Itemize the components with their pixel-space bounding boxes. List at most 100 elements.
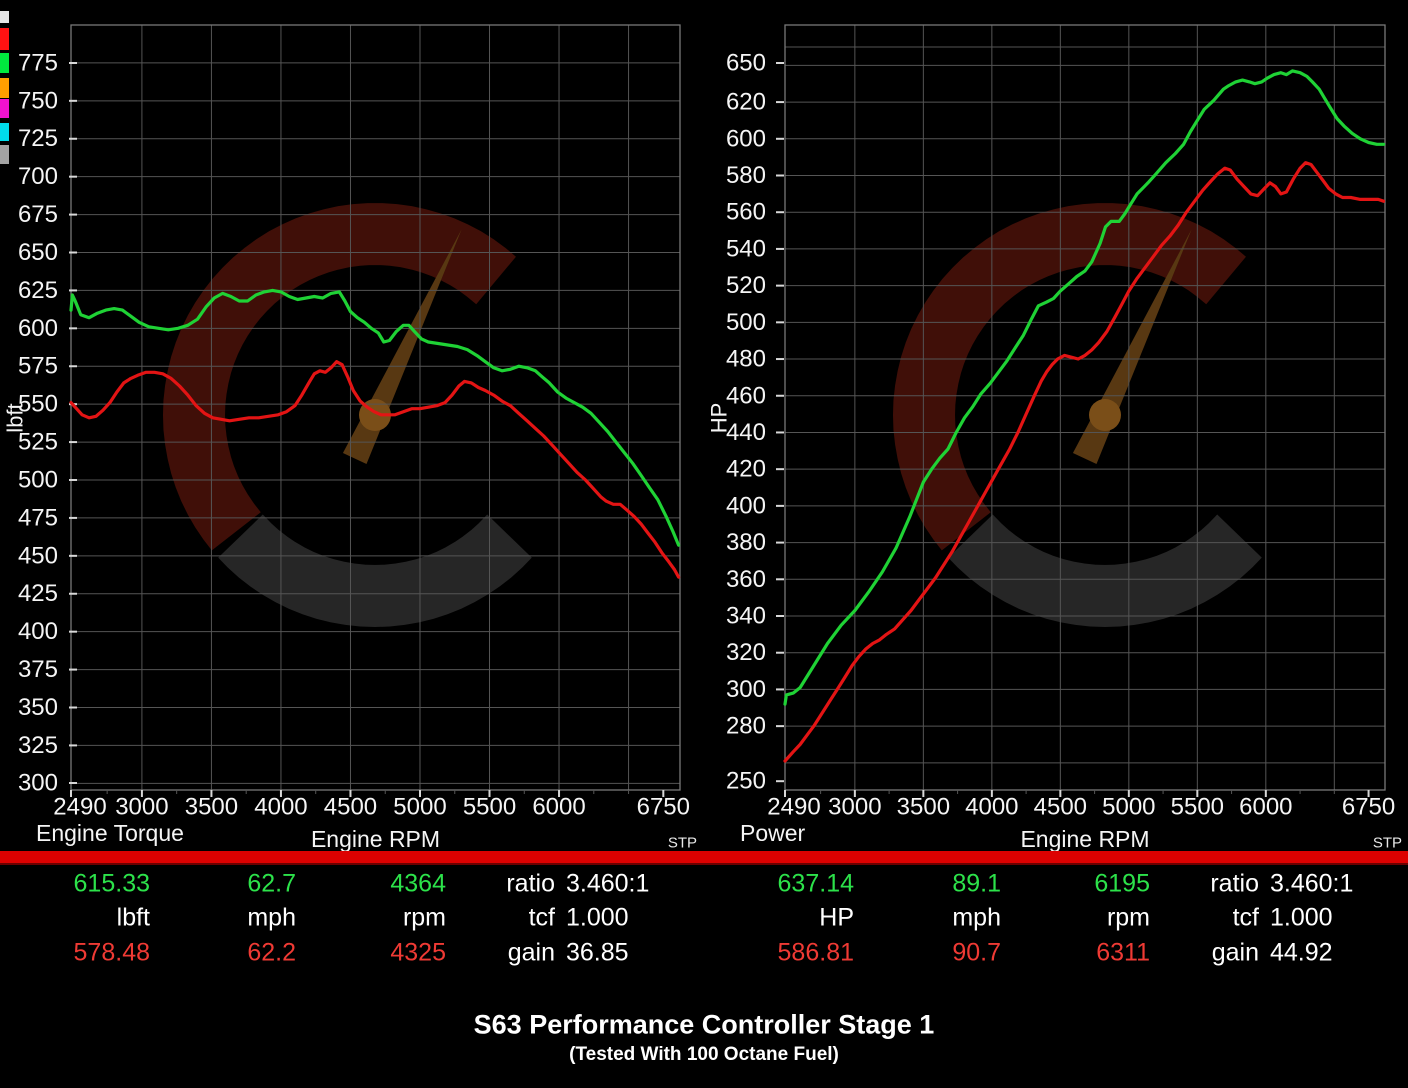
y-tick-label: 700	[18, 163, 58, 190]
x-tick-label: 4000	[254, 794, 307, 821]
torque-rpm-unit: rpm	[402, 903, 446, 932]
stp-note: STP	[1373, 835, 1402, 852]
y-tick-label: 600	[18, 315, 58, 342]
x-tick-label: 2490	[53, 794, 106, 821]
green-chip	[0, 53, 9, 73]
torque-tuned-mph: 62.7	[247, 869, 296, 898]
tuned-torque-curve	[69, 288, 681, 547]
y-tick-label: 600	[726, 125, 766, 152]
tuned-power-curve	[783, 69, 1386, 706]
y-tick-label: 250	[726, 768, 766, 795]
torque-stock-value: 578.48	[73, 938, 150, 967]
power-rpm-unit: rpm	[1106, 903, 1150, 932]
y-tick-label: 525	[18, 429, 58, 456]
y-tick-label: 500	[18, 466, 58, 493]
torque-tcf-value: 1.000	[566, 903, 629, 932]
y-tick-label: 350	[18, 694, 58, 721]
torque-stock-mph: 62.2	[247, 938, 296, 967]
y-tick-label: 550	[18, 391, 58, 418]
y-axis-title: HP	[707, 403, 732, 434]
red-chip	[0, 28, 9, 50]
y-tick-label: 340	[726, 603, 766, 630]
x-tick-label: 6000	[1239, 794, 1292, 821]
y-tick-label: 280	[726, 713, 766, 740]
y-tick-label: 380	[726, 529, 766, 556]
y-tick-label: 560	[726, 199, 766, 226]
x-tick-label: 6750	[1342, 794, 1395, 821]
y-tick-label: 480	[726, 346, 766, 373]
power-stock-rpm: 6311	[1096, 938, 1150, 967]
y-tick-label: 625	[18, 277, 58, 304]
x-tick-label: 5000	[1102, 794, 1155, 821]
y-tick-label: 300	[18, 770, 58, 797]
cyan-chip	[0, 123, 9, 141]
divider-bar	[0, 851, 1408, 865]
chart-title: Power	[740, 820, 806, 846]
x-tick-label: 3500	[897, 794, 950, 821]
gray-chip	[0, 145, 9, 164]
power-unit: HP	[819, 903, 854, 932]
orange-chip	[0, 78, 9, 98]
power-tcf-value: 1.000	[1270, 903, 1333, 932]
x-tick-label: 2490	[767, 794, 820, 821]
power-tcf-label: tcf	[1232, 903, 1259, 932]
watermark-logo	[162, 203, 532, 628]
torque-gain-value: 36.85	[566, 938, 629, 967]
x-tick-label: 4500	[324, 794, 377, 821]
torque-gain-label: gain	[507, 938, 555, 967]
y-tick-label: 725	[18, 125, 58, 152]
x-axis-title: Engine RPM	[311, 826, 440, 851]
torque-tcf-label: tcf	[528, 903, 555, 932]
x-tick-label: 5500	[1171, 794, 1224, 821]
torque-mph-unit: mph	[247, 903, 296, 932]
magenta-chip	[0, 99, 9, 118]
x-axis-title: Engine RPM	[1020, 826, 1149, 851]
y-tick-label: 580	[726, 162, 766, 189]
plot-border	[784, 24, 1386, 791]
stock-torque-curve	[69, 360, 681, 579]
y-tick-label: 400	[18, 618, 58, 645]
y-tick-label: 675	[18, 201, 58, 228]
x-tick-label: 6750	[637, 794, 690, 821]
y-tick-label: 450	[18, 542, 58, 569]
y-tick-label: 575	[18, 353, 58, 380]
x-tick-label: 6000	[532, 794, 585, 821]
y-tick-label: 320	[726, 639, 766, 666]
stp-note: STP	[668, 835, 697, 852]
y-tick-label: 650	[18, 239, 58, 266]
y-tick-label: 425	[18, 580, 58, 607]
y-tick-label: 750	[18, 87, 58, 114]
y-tick-label: 375	[18, 656, 58, 683]
power-mph-unit: mph	[952, 903, 1001, 932]
torque-ratio-label: ratio	[506, 869, 555, 898]
gauge-hub-icon	[1089, 399, 1121, 431]
torque-stock-rpm: 4325	[390, 938, 446, 967]
power-stock-value: 586.81	[777, 938, 854, 967]
power-ratio-label: ratio	[1210, 869, 1259, 898]
y-tick-label: 475	[18, 504, 58, 531]
y-tick-label: 360	[726, 566, 766, 593]
x-tick-label: 4500	[1034, 794, 1087, 821]
y-tick-label: 650	[726, 50, 766, 77]
chart-title: Engine Torque	[36, 820, 184, 846]
y-tick-label: 300	[726, 676, 766, 703]
x-tick-label: 3000	[115, 794, 168, 821]
torque-tuned-value: 615.33	[73, 869, 150, 898]
watermark-logo	[892, 203, 1262, 628]
stock-power-curve	[783, 161, 1386, 763]
y-tick-label: 500	[726, 309, 766, 336]
x-tick-label: 4000	[965, 794, 1018, 821]
plot-border	[70, 24, 681, 791]
power-tuned-mph: 89.1	[952, 869, 1001, 898]
y-tick-label: 620	[726, 89, 766, 116]
y-tick-label: 440	[726, 419, 766, 446]
power-gain-value: 44.92	[1270, 938, 1333, 967]
torque-tuned-rpm: 4364	[390, 869, 446, 898]
y-tick-label: 460	[726, 382, 766, 409]
y-axis-title: lbft	[3, 403, 28, 432]
white-chip	[0, 11, 9, 23]
y-tick-label: 400	[726, 492, 766, 519]
y-tick-label: 540	[726, 235, 766, 262]
power-ratio-value: 3.460:1	[1270, 869, 1354, 898]
